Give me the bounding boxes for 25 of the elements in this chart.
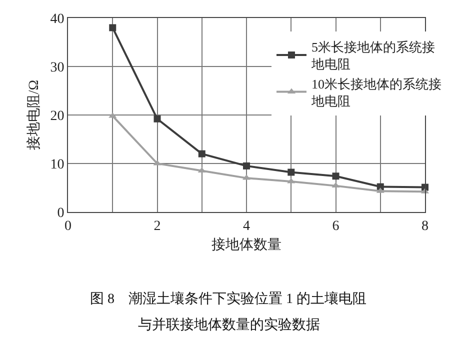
y-tick-label: 0 xyxy=(57,206,64,221)
point xyxy=(154,115,161,122)
legend-label: 10米长接地体的系统接地电阻 xyxy=(310,76,442,108)
point xyxy=(288,168,295,176)
text: 与并联接地体数量的实验数据 xyxy=(138,317,320,333)
y-tick-label: 40 xyxy=(50,12,64,27)
point xyxy=(243,162,250,170)
point xyxy=(332,182,340,188)
x-tick-label: 2 xyxy=(154,218,161,234)
y-axis-title: 接地电阻/Ω xyxy=(26,80,42,150)
y-tick-label: 20 xyxy=(50,108,64,124)
point xyxy=(287,178,296,184)
point xyxy=(332,172,340,180)
legend-label: 5米长接地体的系统接地电阻 xyxy=(310,40,435,72)
x-tick-label: 4 xyxy=(243,218,250,234)
y-tick-label: 10 xyxy=(50,157,64,172)
point xyxy=(109,24,116,32)
point xyxy=(198,167,206,173)
y-tick-label: 30 xyxy=(50,60,64,76)
point xyxy=(108,112,117,118)
x-axis-title: 接地体数量 xyxy=(212,237,282,254)
x-tick-label: 8 xyxy=(422,218,428,234)
x-tick-label: 6 xyxy=(332,218,340,234)
point xyxy=(198,150,206,158)
caption: 图 8 潮湿土壤条件下实验位置 1 的土壤电阻 xyxy=(90,291,366,307)
